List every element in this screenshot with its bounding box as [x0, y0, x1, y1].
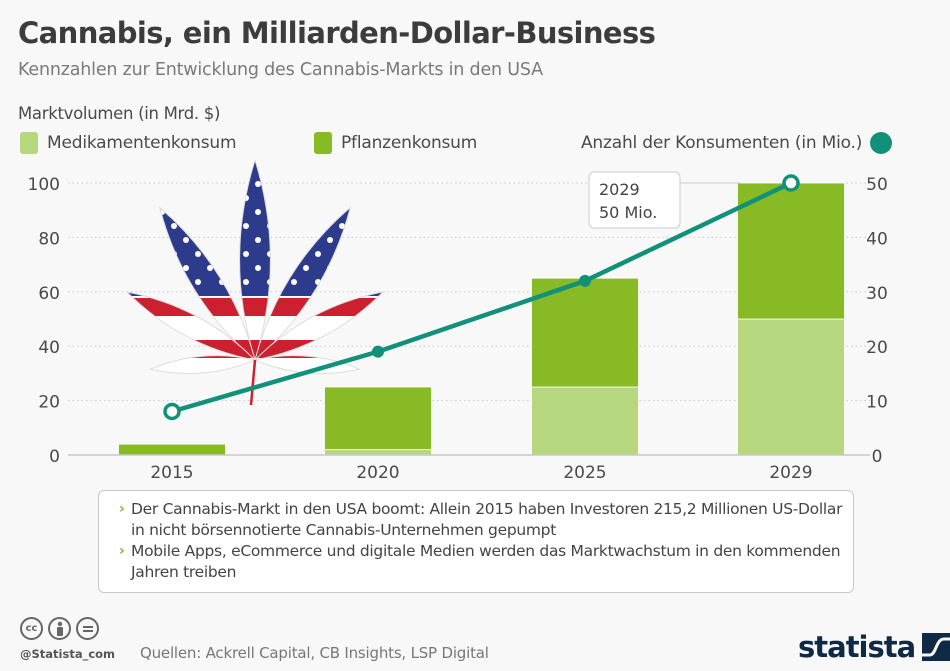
x-tick-label: 2025	[563, 463, 606, 483]
y2-tick-label: 20	[866, 338, 888, 358]
legend-label: Medikamentenkonsum	[47, 133, 237, 153]
y2-tick-label: 0	[872, 447, 883, 467]
consumer-point-2020	[372, 345, 384, 358]
bar-pflanzenkonsum-2015	[118, 443, 226, 456]
bar-medikamentenkonsum-2020	[324, 449, 432, 456]
cc-icon: cc	[20, 617, 43, 640]
annotation-year: 2029	[599, 180, 640, 199]
statista-logo[interactable]: statista	[798, 630, 950, 664]
logo-text: statista	[798, 630, 916, 664]
leaf-blade	[253, 291, 385, 361]
y-tick-label: 80	[38, 229, 60, 249]
legend-label: Anzahl der Konsumenten (in Mio.)	[581, 133, 863, 153]
x-tick-label: 2029	[769, 463, 812, 483]
y-axis-ticks: 0 20 40 60 80 100	[28, 175, 60, 467]
y-tick-label: 60	[38, 284, 60, 304]
gridlines	[68, 182, 870, 402]
bar-medikamentenkonsum-2025	[531, 386, 639, 456]
notes-box: › Der Cannabis-Markt in den USA boomt: Al…	[98, 490, 854, 593]
consumer-point-2029	[782, 174, 800, 192]
y-tick-label: 0	[49, 447, 60, 467]
annotation-value: 50 Mio.	[599, 203, 657, 222]
legend-swatch-dark	[314, 132, 332, 154]
x-tick-label: 2015	[150, 463, 193, 483]
consumer-point-2025	[579, 274, 591, 287]
y-tick-label: 40	[38, 338, 60, 358]
leaf-blade	[148, 355, 257, 375]
y2-tick-label: 10	[866, 393, 888, 413]
sources: Quellen: Ackrell Capital, CB Insights, L…	[140, 644, 489, 662]
statista-handle[interactable]: @Statista_com	[20, 647, 116, 661]
consumer-point-2015	[163, 402, 181, 421]
legend-konsumenten: Anzahl der Konsumenten (in Mio.)	[581, 131, 893, 155]
cannabis-flag-leaf-illustration	[125, 160, 385, 406]
legend-pflanzenkonsum: Pflanzenkonsum	[314, 131, 477, 155]
chart-subtitle: Kennzahlen zur Entwicklung des Cannabis-…	[18, 60, 543, 80]
bars	[118, 182, 845, 456]
y2-axis-ticks: 0 10 20 30 40 50	[866, 175, 888, 467]
leaf-blade	[254, 205, 352, 362]
bar-pflanzenkonsum-2025	[531, 277, 639, 388]
chevron-right-icon: ›	[119, 543, 125, 559]
annotation-box	[588, 171, 681, 229]
bar-pflanzenkonsum-2029	[737, 182, 845, 320]
bar-medikamentenkonsum-2029	[737, 318, 845, 456]
chart-area: 0 20 40 60 80 100 0 10 20 30 40 50 2015 2020 2025 202…	[28, 160, 888, 483]
statista-logo-icon	[922, 633, 950, 661]
leaf-blade	[239, 160, 271, 362]
x-tick-label: 2020	[356, 463, 399, 483]
leaf-blade	[158, 205, 256, 362]
note-text: Mobile Apps, eCommerce und digitale Medi…	[131, 542, 841, 581]
note-item: › Mobile Apps, eCommerce und digitale Med…	[119, 541, 843, 583]
consumer-line-series	[163, 174, 800, 421]
y-axis-label: Marktvolumen (in Mrd. $)	[18, 104, 221, 123]
y-tick-label: 100	[28, 175, 60, 195]
y2-tick-label: 30	[866, 284, 888, 304]
y-tick-label: 20	[38, 393, 60, 413]
legend-swatch-light	[20, 132, 38, 154]
bar-pflanzenkonsum-2020	[324, 386, 432, 450]
license-icons: cc	[20, 617, 99, 640]
consumer-line	[171, 180, 792, 414]
legend-label: Pflanzenkonsum	[341, 133, 478, 153]
legend-dot	[870, 132, 893, 154]
leaf-stem	[249, 359, 257, 406]
note-text: Der Cannabis-Markt in den USA boomt: All…	[131, 500, 843, 539]
nd-icon	[76, 617, 99, 640]
legend-medikamentenkonsum: Medikamentenkonsum	[20, 131, 237, 155]
leaf-blade	[125, 291, 257, 361]
annotation-callout: 2029 50 Mio.	[588, 171, 740, 229]
by-icon	[48, 617, 71, 640]
note-item: › Der Cannabis-Markt in den USA boomt: Al…	[119, 499, 843, 541]
y2-tick-label: 50	[866, 175, 888, 195]
chart-title: Cannabis, ein Milliarden-Dollar-Business	[18, 16, 656, 50]
leaf-blade	[253, 355, 362, 375]
chevron-right-icon: ›	[119, 501, 125, 517]
x-axis-ticks: 2015 2020 2025 2029	[150, 463, 812, 483]
y2-tick-label: 40	[866, 229, 888, 249]
